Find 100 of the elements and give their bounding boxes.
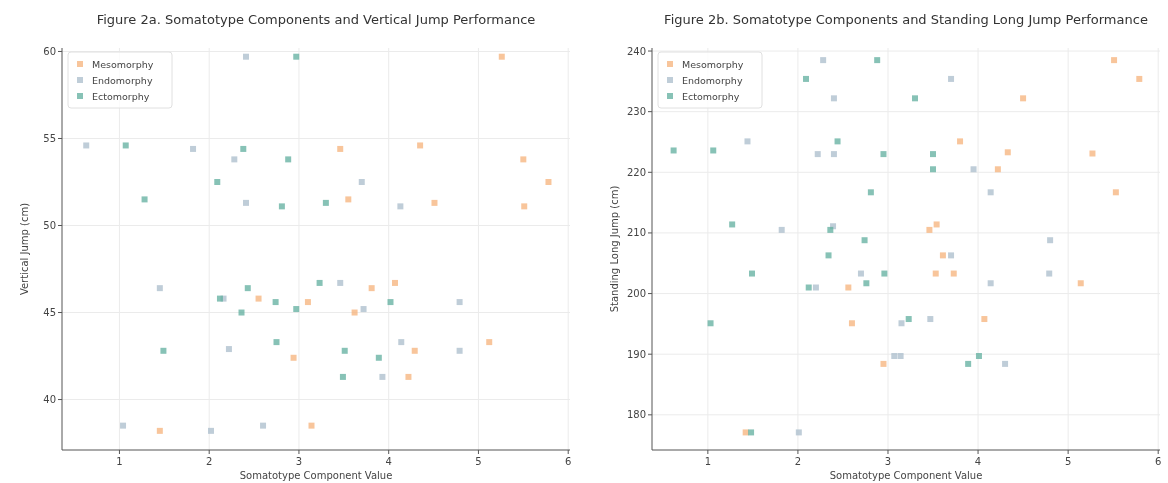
point [337,145,344,152]
point [521,203,528,210]
point [948,75,955,82]
point [231,156,238,163]
point [898,320,905,327]
point [830,95,837,102]
point [160,347,167,354]
x-tick-label: 4 [385,456,392,467]
point [812,284,819,291]
y-tick-label: 40 [43,394,56,406]
point [339,373,346,380]
point [927,316,934,323]
point [926,226,933,233]
y-axis-title: Vertical Jump (cm) [19,202,30,296]
point [881,270,888,277]
point [290,354,297,361]
point [930,151,937,158]
point [379,373,386,380]
y-tick-label: 190 [626,348,646,360]
point [905,316,912,323]
y-tick-label: 240 [626,45,646,57]
point [948,252,955,259]
point [975,353,982,360]
x-tick-label: 3 [295,456,303,467]
point [190,145,197,152]
point [520,156,527,163]
point [240,145,247,152]
point [83,142,90,149]
y-tick-label: 60 [43,45,56,57]
point [486,339,493,346]
point [156,285,163,292]
y-axis-title: Standing Long Jump (cm) [609,185,620,313]
point [498,53,505,60]
point [845,284,852,291]
point [304,299,311,306]
point [1136,75,1143,82]
point [545,179,552,185]
point [397,203,404,210]
legend-label: Endomorphy [682,74,743,86]
point [778,226,785,233]
point [795,429,802,436]
point [391,279,398,286]
point [431,199,438,206]
point [863,280,870,287]
x-tick-label: 6 [565,456,572,467]
point [970,166,977,173]
point [805,284,812,291]
point [405,373,412,380]
chart-title: Figure 2a. Somatotype Components and Vertical Jump Performance [96,12,536,27]
point [141,196,148,203]
point [337,279,344,286]
point [293,53,300,60]
point [950,270,957,277]
point [939,252,946,259]
point [707,320,714,327]
point [207,427,214,434]
y-tick-label: 230 [626,106,646,118]
legend-label: Mesomorphy [682,58,744,70]
point [1077,280,1084,287]
point [857,270,864,277]
x-tick-label: 5 [1064,456,1072,467]
point [748,270,755,277]
x-tick-label: 3 [884,456,892,467]
point [1020,95,1027,102]
point [880,360,887,367]
point [1047,237,1054,244]
point [341,347,348,354]
point [214,179,221,185]
point [825,252,832,259]
point [242,53,249,60]
point [891,353,898,360]
legend-label: Mesomorphy [92,58,154,70]
point [308,422,315,429]
point [1002,360,1009,367]
legend-label: Ectomorphy [682,90,740,102]
point [874,57,881,64]
point [1004,149,1011,156]
point [867,189,874,196]
point [293,306,300,313]
point [744,138,751,145]
point [360,306,367,313]
point [820,57,827,64]
legend-label: Endomorphy [92,74,153,86]
point [965,360,972,367]
point [216,295,223,302]
point [255,295,262,302]
y-tick-label: 200 [626,288,646,300]
point [456,299,463,306]
point [351,309,358,316]
point [987,189,994,196]
x-axis-title: Somatotype Component Value [829,470,983,481]
point [957,138,964,145]
point [358,179,365,185]
point [814,151,821,158]
y-tick-label: 50 [43,220,56,232]
point [375,354,382,361]
point [1112,189,1119,196]
point [398,339,405,346]
point [260,422,267,429]
point [803,75,810,82]
